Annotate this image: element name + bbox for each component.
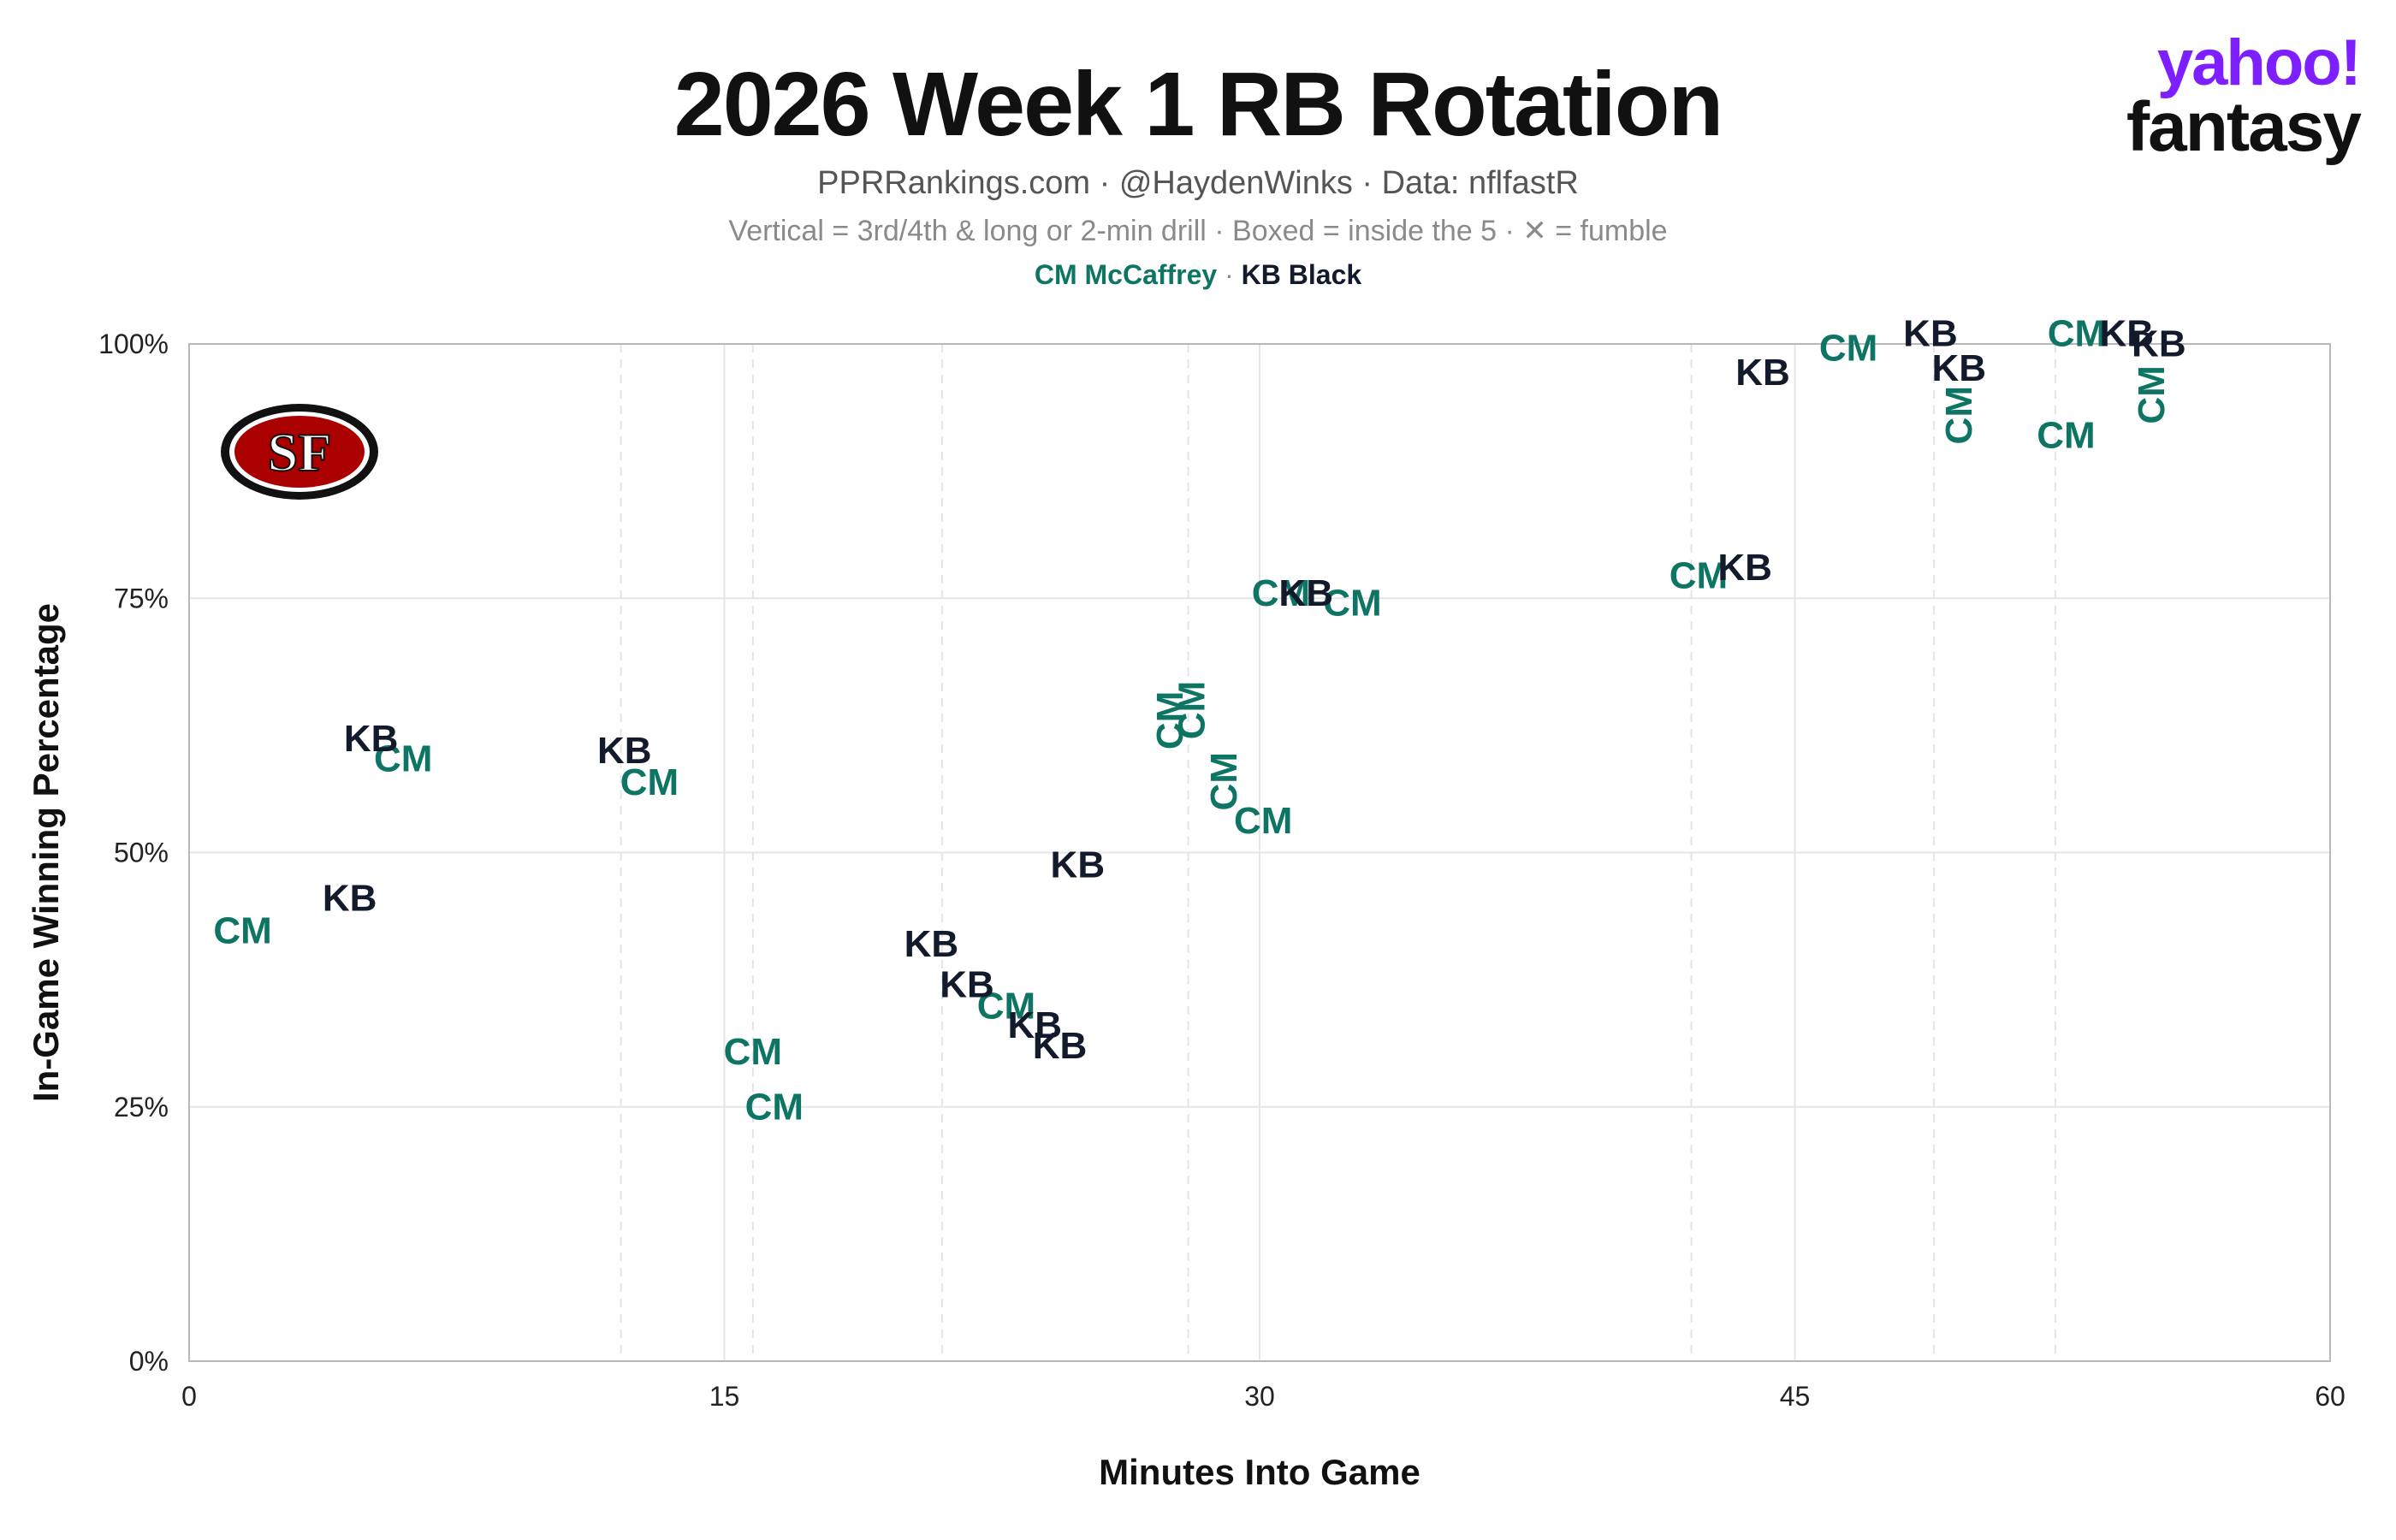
- y-axis-label: In-Game Winning Percentage: [26, 603, 66, 1102]
- team-logo: SF: [221, 404, 378, 500]
- x-tick-label: 45: [1780, 1381, 1811, 1412]
- point-kb: KB: [1903, 313, 1958, 355]
- legend-separator: ·: [1225, 259, 1234, 290]
- x-tick-label: 15: [709, 1381, 740, 1412]
- point-kb: KB: [344, 718, 399, 760]
- point-cm: CM: [2131, 365, 2173, 424]
- legend: CM McCaffrey · KB Black: [0, 259, 2396, 291]
- point-cm: CM: [2037, 415, 2095, 457]
- point-kb: KB: [1932, 347, 1987, 389]
- x-tick-label: 30: [1244, 1381, 1275, 1412]
- point-cm: CM: [745, 1086, 804, 1128]
- point-kb: KB: [1278, 572, 1333, 614]
- point-cm: CM: [1171, 681, 1213, 739]
- point-kb: KB: [1008, 1004, 1063, 1046]
- point-cm: CM: [374, 738, 432, 780]
- legend-mccaffrey: CM McCaffrey: [1034, 259, 1218, 290]
- point-cm: CM: [1203, 752, 1245, 810]
- y-tick-label: 75%: [114, 583, 169, 613]
- chart-note: Vertical = 3rd/4th & long or 2-min drill…: [728, 215, 1668, 247]
- point-cm: CM: [1149, 691, 1191, 749]
- y-tick-label: 100%: [98, 329, 169, 359]
- chart-title: 2026 Week 1 RB Rotation: [673, 54, 1723, 155]
- point-cm: CM: [977, 986, 1035, 1028]
- point-cm: CM: [1234, 800, 1292, 842]
- point-kb: KB: [904, 923, 959, 965]
- point-kb: KB: [1033, 1025, 1088, 1067]
- point-cm: CM: [724, 1031, 782, 1073]
- logo-inner-oval: [234, 416, 365, 488]
- yahoo-fantasy-logo: yahoo! fantasy: [2126, 27, 2362, 166]
- tick-labels: 0 15 30 45 60 0% 25% 50% 75% 100%: [98, 329, 2346, 1412]
- point-kb: KB: [2132, 323, 2186, 365]
- point-kb: KB: [323, 878, 377, 920]
- point-cm: CM: [1323, 583, 1381, 625]
- plot-frame: [188, 343, 2331, 1362]
- x-tick-label: 0: [181, 1381, 197, 1412]
- brand-fantasy: fantasy: [2126, 88, 2362, 166]
- point-kb: KB: [1735, 352, 1790, 394]
- y-tick-label: 0%: [129, 1346, 169, 1377]
- chart-subtitle: PPRRankings.com · @HaydenWinks · Data: n…: [817, 165, 1579, 201]
- point-kb: KB: [1051, 844, 1106, 886]
- point-kb: KB: [597, 730, 652, 772]
- point-cm: CM: [1819, 327, 1877, 369]
- point-cm: CM: [620, 761, 679, 803]
- x-tick-label: 60: [2315, 1381, 2346, 1412]
- point-cm: CM: [1669, 555, 1728, 597]
- point-kb: KB: [1717, 547, 1772, 589]
- point-cm: CM: [1938, 386, 1980, 444]
- y-tick-label: 25%: [114, 1092, 169, 1122]
- point-cm: CM: [213, 910, 271, 952]
- legend-black: KB Black: [1241, 259, 1362, 290]
- grid-layer: [188, 343, 2331, 1362]
- y-tick-label: 50%: [114, 838, 169, 868]
- logo-text: SF: [268, 422, 332, 483]
- point-kb: KB: [2100, 313, 2155, 355]
- point-kb: KB: [940, 964, 994, 1006]
- point-cm: CM: [2048, 313, 2106, 355]
- point-cm: CM: [1252, 572, 1310, 614]
- brand-yahoo: yahoo!: [2156, 27, 2362, 99]
- x-axis-label: Minutes Into Game: [1099, 1452, 1420, 1492]
